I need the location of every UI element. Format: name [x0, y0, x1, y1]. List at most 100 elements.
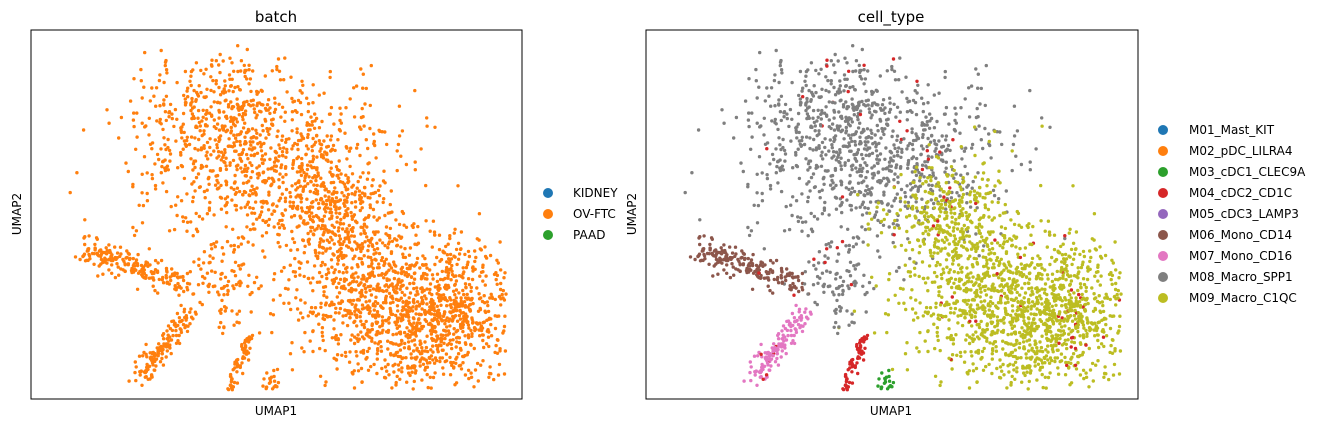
point [1093, 274, 1097, 278]
point [868, 152, 872, 157]
point [1013, 287, 1017, 291]
point [345, 227, 349, 231]
point [266, 98, 271, 102]
point [776, 181, 780, 185]
point [371, 266, 375, 270]
point [406, 340, 411, 344]
point [162, 80, 166, 85]
point [308, 123, 312, 127]
point [367, 244, 371, 248]
point [219, 150, 224, 154]
point [366, 307, 370, 312]
point [205, 108, 209, 113]
point [182, 93, 186, 98]
point [386, 347, 390, 351]
point [809, 125, 813, 129]
point [260, 161, 265, 165]
point [934, 176, 938, 180]
point [846, 122, 851, 126]
point [150, 355, 154, 360]
point [466, 336, 471, 340]
point [858, 163, 863, 168]
point [257, 331, 262, 335]
point [372, 215, 376, 219]
point [457, 252, 462, 256]
point [306, 109, 310, 114]
point [352, 276, 356, 280]
point [870, 131, 874, 135]
point [465, 292, 469, 297]
point [317, 206, 322, 210]
point [389, 352, 393, 356]
point [892, 69, 897, 74]
point [279, 165, 283, 170]
point [214, 82, 218, 86]
point [145, 199, 150, 203]
point [132, 111, 136, 115]
point [485, 300, 489, 304]
point [403, 341, 407, 346]
point [298, 195, 302, 199]
point [323, 194, 327, 198]
point [428, 361, 432, 365]
point [157, 78, 162, 83]
point [806, 168, 810, 172]
point [150, 86, 154, 90]
point [413, 88, 417, 93]
point [839, 225, 843, 229]
point [887, 160, 892, 164]
point [272, 160, 277, 164]
point [290, 184, 294, 188]
point [140, 383, 144, 387]
point [333, 186, 337, 190]
point [858, 74, 862, 79]
point [874, 88, 878, 93]
point [877, 141, 881, 146]
point [997, 260, 1002, 264]
point [132, 77, 136, 81]
point [194, 175, 199, 180]
point [1017, 330, 1022, 335]
point [229, 383, 233, 387]
point [945, 336, 949, 340]
point [384, 330, 389, 334]
point [461, 311, 466, 315]
point [1015, 129, 1020, 133]
point [419, 147, 423, 151]
point [421, 271, 426, 276]
point [423, 340, 427, 344]
point [269, 183, 273, 188]
point [161, 363, 166, 367]
point [334, 165, 339, 169]
point [801, 95, 805, 99]
point [921, 147, 925, 151]
point [295, 142, 300, 147]
point [1015, 370, 1019, 374]
point [823, 169, 828, 173]
point [970, 186, 974, 190]
point [892, 178, 896, 182]
point [329, 134, 334, 138]
point [905, 147, 909, 151]
point [1081, 249, 1086, 254]
point [482, 320, 486, 324]
point [817, 146, 821, 150]
point [378, 325, 382, 329]
point [350, 333, 354, 337]
point [128, 99, 133, 103]
point [794, 130, 799, 135]
point [839, 129, 843, 134]
point [222, 325, 226, 329]
point [310, 205, 315, 209]
point [323, 150, 327, 154]
point [1025, 370, 1029, 374]
point [814, 90, 818, 95]
point [333, 148, 337, 153]
point [372, 248, 377, 252]
point [456, 257, 461, 261]
point [261, 249, 265, 253]
point [464, 318, 468, 322]
point [868, 200, 873, 204]
point [291, 200, 296, 205]
point [1035, 290, 1040, 294]
